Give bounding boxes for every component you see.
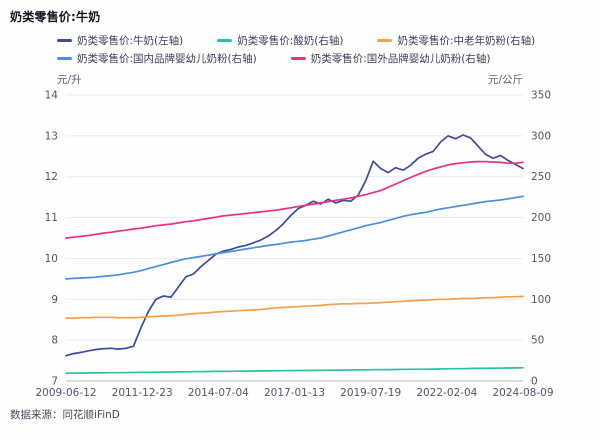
series-line — [65, 195, 524, 280]
legend-dash-icon — [217, 39, 233, 42]
y-axis-left-tick-label: 14 — [45, 90, 59, 102]
legend-row-1: 奶类零售价:牛奶(左轴) 奶类零售价:酸奶(右轴) 奶类零售价:中老年奶粉(右轴) — [57, 33, 535, 48]
y-axis-left-tick-label: 7 — [51, 376, 58, 388]
y-axis-right-tick-label: 200 — [531, 212, 551, 224]
legend-item[interactable]: 奶类零售价:中老年奶粉(右轴) — [377, 33, 535, 48]
legend-dash-icon — [57, 57, 72, 60]
left-axis-unit-label: 元/升 — [57, 74, 82, 86]
x-axis-tick-label: 2019-07-19 — [340, 387, 401, 399]
x-axis-tick-label: 2022-02-04 — [416, 387, 477, 399]
chart-legend: 奶类零售价:牛奶(左轴) 奶类零售价:酸奶(右轴) 奶类零售价:中老年奶粉(右轴) … — [57, 33, 535, 66]
data-source-label: 数据来源：同花顺iFinD — [10, 409, 120, 421]
legend-item-label: 奶类零售价:中老年奶粉(右轴) — [397, 35, 536, 47]
x-axis-tick-label: 2017-01-13 — [264, 387, 325, 399]
legend-item-label: 奶类零售价:酸奶(右轴) — [237, 35, 344, 47]
legend-item[interactable]: 奶类零售价:牛奶(左轴) — [57, 33, 183, 48]
y-axis-right-tick-label: 50 — [531, 335, 544, 347]
y-axis-left-tick-label: 12 — [45, 171, 58, 183]
legend-dash-icon — [377, 39, 393, 42]
legend-dash-icon — [57, 39, 72, 42]
series-line — [65, 366, 524, 375]
y-axis-right-tick-label: 300 — [531, 130, 551, 142]
x-axis-tick-label: 2014-07-04 — [188, 387, 249, 399]
y-axis-right-tick-label: 250 — [531, 171, 551, 183]
y-axis-left-tick-label: 8 — [51, 335, 58, 347]
y-axis-left-tick-label: 9 — [51, 294, 58, 306]
legend-item-label: 奶类零售价:国外品牌婴幼儿奶粉(右轴) — [310, 53, 491, 65]
legend-item[interactable]: 奶类零售价:国外品牌婴幼儿奶粉(右轴) — [290, 51, 491, 66]
legend-item-label: 奶类零售价:国内品牌婴幼儿奶粉(右轴) — [77, 53, 257, 65]
y-axis-right-tick-label: 0 — [531, 376, 538, 388]
legend-item[interactable]: 奶类零售价:酸奶(右轴) — [217, 33, 343, 48]
legend-item[interactable]: 奶类零售价:国内品牌婴幼儿奶粉(右轴) — [57, 51, 257, 66]
legend-row-2: 奶类零售价:国内品牌婴幼儿奶粉(右轴) 奶类零售价:国外品牌婴幼儿奶粉(右轴) — [57, 51, 535, 66]
legend-dash-icon — [290, 57, 306, 60]
y-axis-left-tick-label: 10 — [45, 253, 58, 265]
x-axis-tick-label: 2009-06-12 — [35, 387, 96, 399]
x-axis-tick-label: 2024-08-09 — [492, 387, 553, 399]
series-line — [65, 295, 524, 319]
legend-item-label: 奶类零售价:牛奶(左轴) — [77, 35, 184, 47]
x-axis-tick-label: 2011-12-23 — [112, 387, 173, 399]
y-axis-left-tick-label: 13 — [45, 130, 58, 142]
page-title: 奶类零售价:牛奶 — [10, 10, 101, 24]
y-axis-right-tick-label: 150 — [531, 253, 551, 265]
series-line — [65, 160, 524, 239]
y-axis-left-tick-label: 11 — [45, 212, 58, 224]
y-axis-right-tick-label: 350 — [531, 90, 551, 102]
y-axis-right-tick-label: 100 — [531, 294, 551, 306]
right-axis-unit-label: 元/公斤 — [487, 74, 523, 86]
series-line — [65, 134, 524, 357]
